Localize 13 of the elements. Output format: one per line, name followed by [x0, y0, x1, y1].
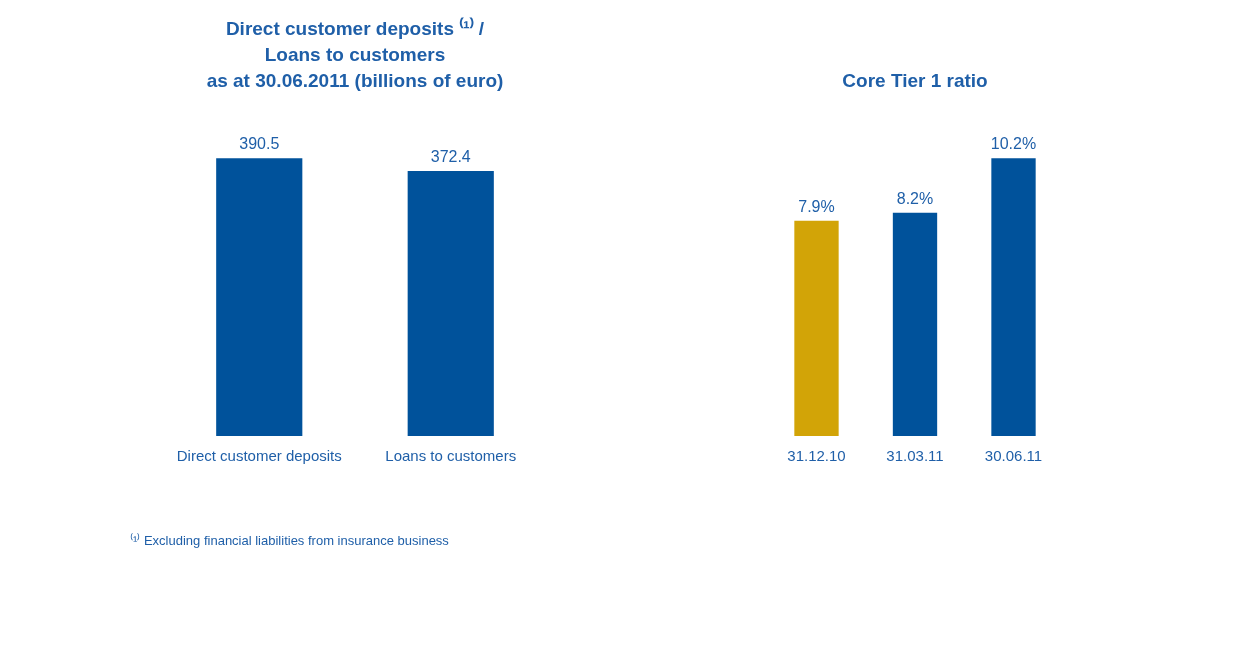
- x-tick-label: 31.12.10: [787, 446, 846, 464]
- x-tick-label: Loans to customers: [385, 446, 517, 464]
- data-label: 8.2%: [896, 189, 934, 207]
- data-label: 7.9%: [798, 197, 835, 215]
- chart-title: Core Tier 1 ratio: [842, 70, 988, 91]
- x-tick-label: 30.06.11: [984, 446, 1043, 464]
- data-label: 10.2%: [990, 135, 1037, 153]
- text: ⁽¹⁾ Excluding financial liabilities from insurance business: [130, 533, 450, 548]
- data-label: 372.4: [430, 148, 471, 166]
- chart-title: Direct customer deposits ⁽¹⁾ / Loans to customers as at 30.06.2011 (billions of euro): [206, 17, 504, 91]
- data-label: 390.5: [239, 135, 280, 153]
- x-tick-label: 31.03.11: [886, 446, 944, 464]
- x-tick-label: Direct customer deposits: [176, 446, 342, 464]
